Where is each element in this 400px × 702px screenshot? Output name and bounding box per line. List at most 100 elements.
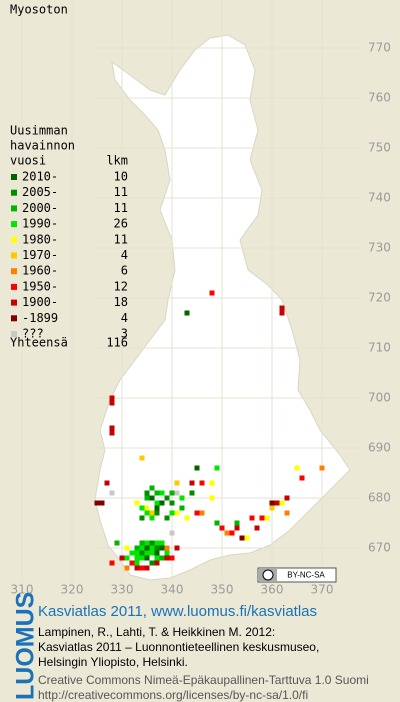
occurrence <box>279 310 285 316</box>
occurrence <box>219 525 225 531</box>
legend-swatch <box>11 189 17 196</box>
occurrence <box>139 455 145 461</box>
occurrence <box>159 540 165 546</box>
legend-count: 4 <box>121 248 128 262</box>
occurrence <box>159 500 165 506</box>
legend-label: 2005- <box>22 185 58 199</box>
occurrence <box>154 510 160 516</box>
occurrence <box>129 550 135 556</box>
occurrence <box>239 535 245 541</box>
legend-label: 2010- <box>22 170 58 184</box>
occurrence <box>154 550 160 556</box>
x-tick-label: 310 <box>11 583 34 597</box>
occurrence <box>169 555 175 561</box>
legend-swatch <box>11 174 17 180</box>
legend-count: 10 <box>114 170 128 184</box>
occurrence <box>144 565 150 571</box>
x-tick-label: 330 <box>111 583 134 597</box>
legend-count: 18 <box>114 295 128 309</box>
occurrence <box>149 485 155 491</box>
occurrence <box>144 545 150 551</box>
occurrence <box>174 545 180 551</box>
occurrence <box>149 495 155 501</box>
legend-label: 2000- <box>22 201 58 215</box>
y-tick-label: 730 <box>368 241 391 255</box>
occurrence <box>214 520 220 526</box>
occurrence <box>264 515 270 521</box>
license-url[interactable]: http://creativecommons.org/licenses/by-n… <box>38 688 308 702</box>
legend-swatch <box>11 221 17 228</box>
legend-total: 116 <box>106 336 128 350</box>
legend-count: 11 <box>114 201 128 215</box>
occurrence <box>149 545 155 551</box>
occurrence <box>154 555 160 561</box>
occurrence <box>139 550 145 556</box>
y-tick-label: 700 <box>368 391 391 405</box>
atlas-link[interactable]: Kasviatlas 2011, www.luomus.fi/kasviatla… <box>38 603 317 620</box>
occurrence <box>269 505 275 511</box>
x-tick-label: 350 <box>211 583 234 597</box>
occurrence <box>134 550 140 556</box>
y-tick-label: 710 <box>368 341 391 355</box>
x-tick-label: 340 <box>161 583 184 597</box>
occurrence <box>139 505 145 511</box>
y-tick-label: 750 <box>368 141 391 155</box>
occurrence <box>164 495 170 501</box>
occurrence <box>234 520 240 526</box>
citation-line: Helsingin Yliopisto, Helsinki. <box>38 655 188 669</box>
occurrence <box>279 500 285 506</box>
occurrence <box>164 555 170 561</box>
occurrence <box>159 490 165 496</box>
legend-count: 4 <box>121 311 128 325</box>
legend-heading: Uusimman <box>10 124 68 138</box>
occurrence <box>174 480 180 486</box>
occurrence <box>199 510 205 516</box>
occurrence <box>209 495 215 501</box>
y-tick-label: 690 <box>368 441 391 455</box>
occurrence <box>144 505 150 511</box>
occurrence <box>179 495 185 501</box>
occurrence <box>279 305 285 311</box>
occurrence <box>189 490 195 496</box>
occurrence <box>169 510 175 516</box>
legend-heading: havainnon <box>10 139 75 153</box>
occurrence <box>109 430 115 436</box>
legend-heading: vuosi <box>10 154 46 168</box>
occurrence <box>154 560 160 566</box>
legend-swatch <box>11 252 17 259</box>
legend-count: 26 <box>114 217 128 231</box>
legend-label: 1990- <box>22 217 58 231</box>
occurrence <box>139 540 145 546</box>
occurrence <box>144 510 150 516</box>
occurrence <box>139 515 145 521</box>
occurrence <box>164 515 170 521</box>
cc-icon <box>262 569 274 581</box>
occurrence <box>144 550 150 556</box>
occurrence <box>214 465 220 471</box>
license-line: Creative Commons Nimeä-Epäkaupallinen-Ta… <box>38 673 369 687</box>
legend-count: 3 <box>121 327 128 341</box>
occurrence <box>169 500 175 506</box>
occurrence <box>184 310 190 316</box>
legend-total-label: Yhteensä <box>10 336 68 350</box>
legend-swatch <box>11 205 17 212</box>
x-tick-label: 370 <box>311 583 334 597</box>
badge-text: BY-NC-SA <box>287 571 325 580</box>
legend-swatch <box>11 283 17 290</box>
occurrence <box>119 555 125 561</box>
occurrence <box>154 505 160 511</box>
occurrence <box>109 400 115 406</box>
legend: Uusimman havainnon vuosi lkm Yhteensä 11… <box>10 124 128 350</box>
occurrence <box>169 490 175 496</box>
badge-box <box>257 567 337 583</box>
occurrence <box>174 510 180 516</box>
occurrence <box>144 555 150 561</box>
occurrence <box>149 560 155 566</box>
occurrence <box>194 510 200 516</box>
occurrence <box>144 490 150 496</box>
occurrence-points <box>94 290 325 571</box>
y-tick-label: 770 <box>368 41 391 55</box>
occurrence <box>124 555 130 561</box>
occurrence <box>134 555 140 561</box>
occurrence <box>224 530 230 536</box>
